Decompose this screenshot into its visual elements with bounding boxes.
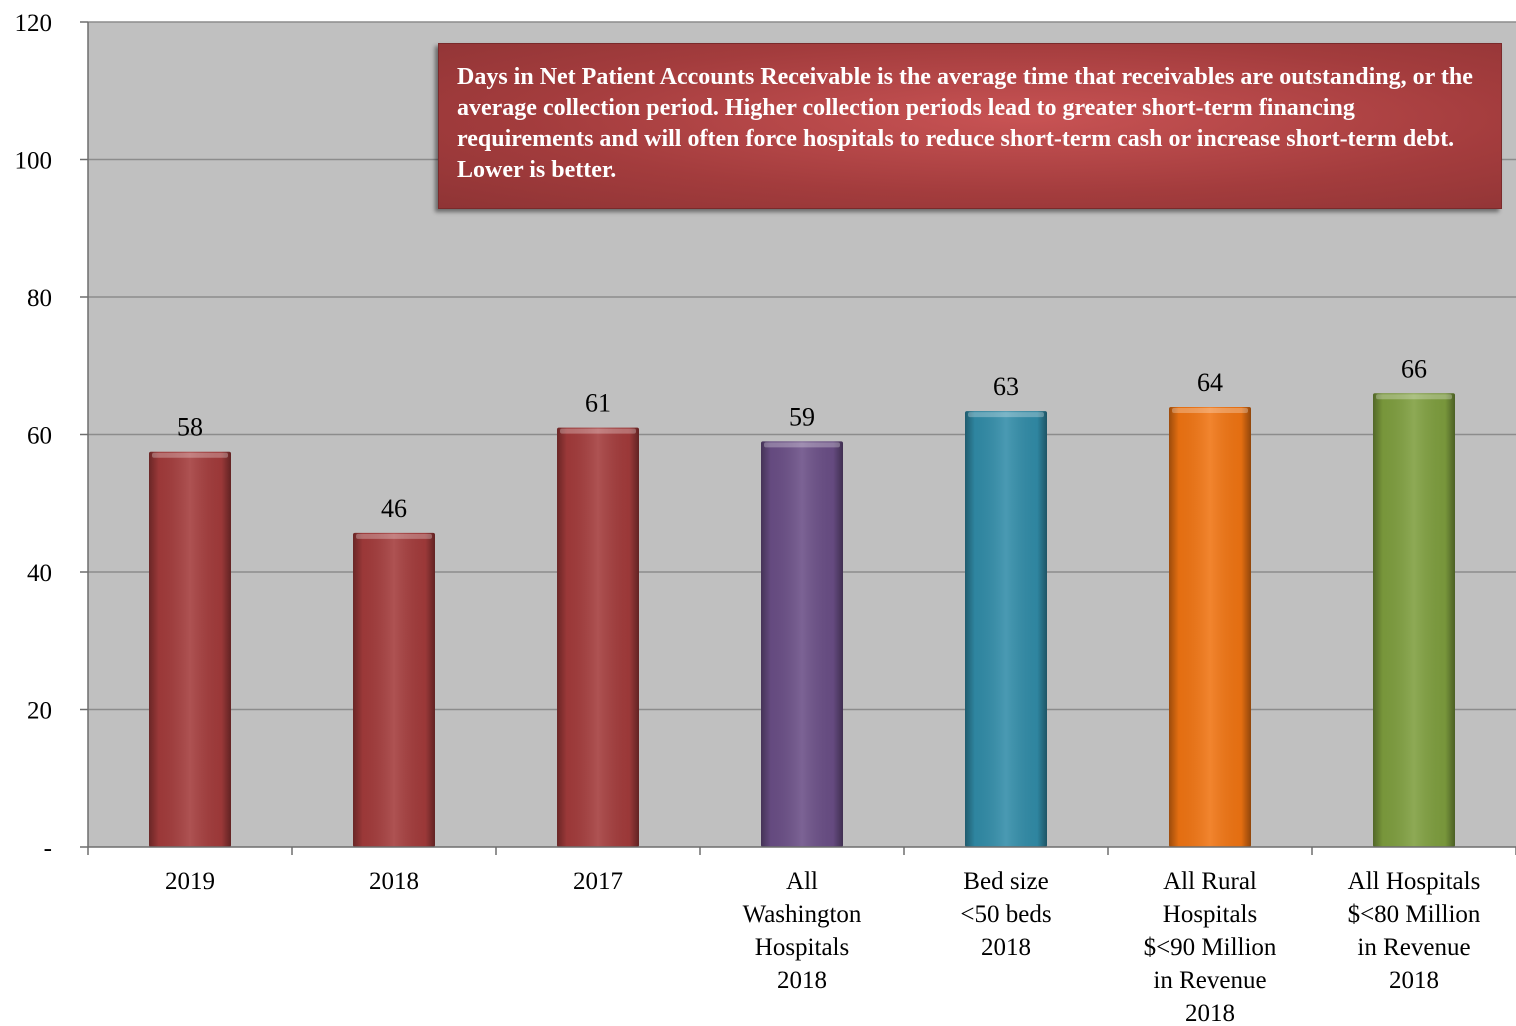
- data-label: 63: [993, 372, 1019, 401]
- bar-shading: [557, 427, 639, 847]
- data-labels: 58 46 61 59 63 64 66: [177, 354, 1427, 523]
- data-label: 59: [789, 402, 815, 431]
- bar-bevel: [152, 452, 228, 458]
- bar: [149, 451, 231, 847]
- y-tick-label: -: [44, 835, 52, 862]
- x-category-label: 2019: [165, 868, 215, 895]
- annotation-callout: Days in Net Patient Accounts Receivable …: [438, 43, 1502, 209]
- y-tick-label: 40: [27, 560, 52, 587]
- data-label: 58: [177, 413, 203, 442]
- x-category-label: All Washington Hospitals 2018: [743, 868, 862, 994]
- bars: [149, 393, 1455, 847]
- bar: [1169, 407, 1251, 847]
- x-category-label: Bed size <50 beds 2018: [960, 868, 1051, 961]
- bar-bevel: [1172, 408, 1248, 413]
- bar-shading: [1169, 407, 1251, 847]
- bar: [965, 411, 1047, 847]
- bar-shading: [353, 532, 435, 847]
- y-axis-ticks: - 20 40 60 80 100 120: [15, 10, 88, 862]
- bar-shading: [965, 411, 1047, 847]
- y-tick-label: 100: [15, 148, 53, 175]
- bar-shading: [1373, 393, 1455, 847]
- x-axis-categories: 2019 2018 2017 All Washington Hospitals 2018 Be…: [165, 868, 1481, 1026]
- bar: [761, 441, 843, 847]
- bar: [1373, 393, 1455, 847]
- bar-bevel: [968, 412, 1044, 418]
- bar: [353, 532, 435, 847]
- bar-bevel: [356, 533, 432, 539]
- x-category-label: All Rural Hospitals $<90 Million in Revenue…: [1144, 868, 1277, 1026]
- data-label: 46: [381, 494, 407, 523]
- y-tick-label: 20: [27, 698, 52, 725]
- bar-shading: [149, 451, 231, 847]
- x-category-label: 2017: [573, 868, 623, 895]
- y-tick-label: 80: [27, 285, 52, 312]
- bar-bevel: [560, 428, 636, 434]
- bar-bevel: [764, 442, 840, 448]
- bar: [557, 427, 639, 847]
- data-label: 64: [1197, 368, 1223, 397]
- data-label: 61: [585, 389, 611, 418]
- y-tick-label: 120: [15, 10, 53, 37]
- x-category-label: All Hospitals $<80 Million in Revenue 2018: [1348, 868, 1481, 994]
- bar-shading: [761, 441, 843, 847]
- data-label: 66: [1401, 354, 1427, 383]
- y-tick-label: 60: [27, 423, 52, 450]
- bar-bevel: [1376, 394, 1452, 400]
- x-category-label: 2018: [369, 868, 419, 895]
